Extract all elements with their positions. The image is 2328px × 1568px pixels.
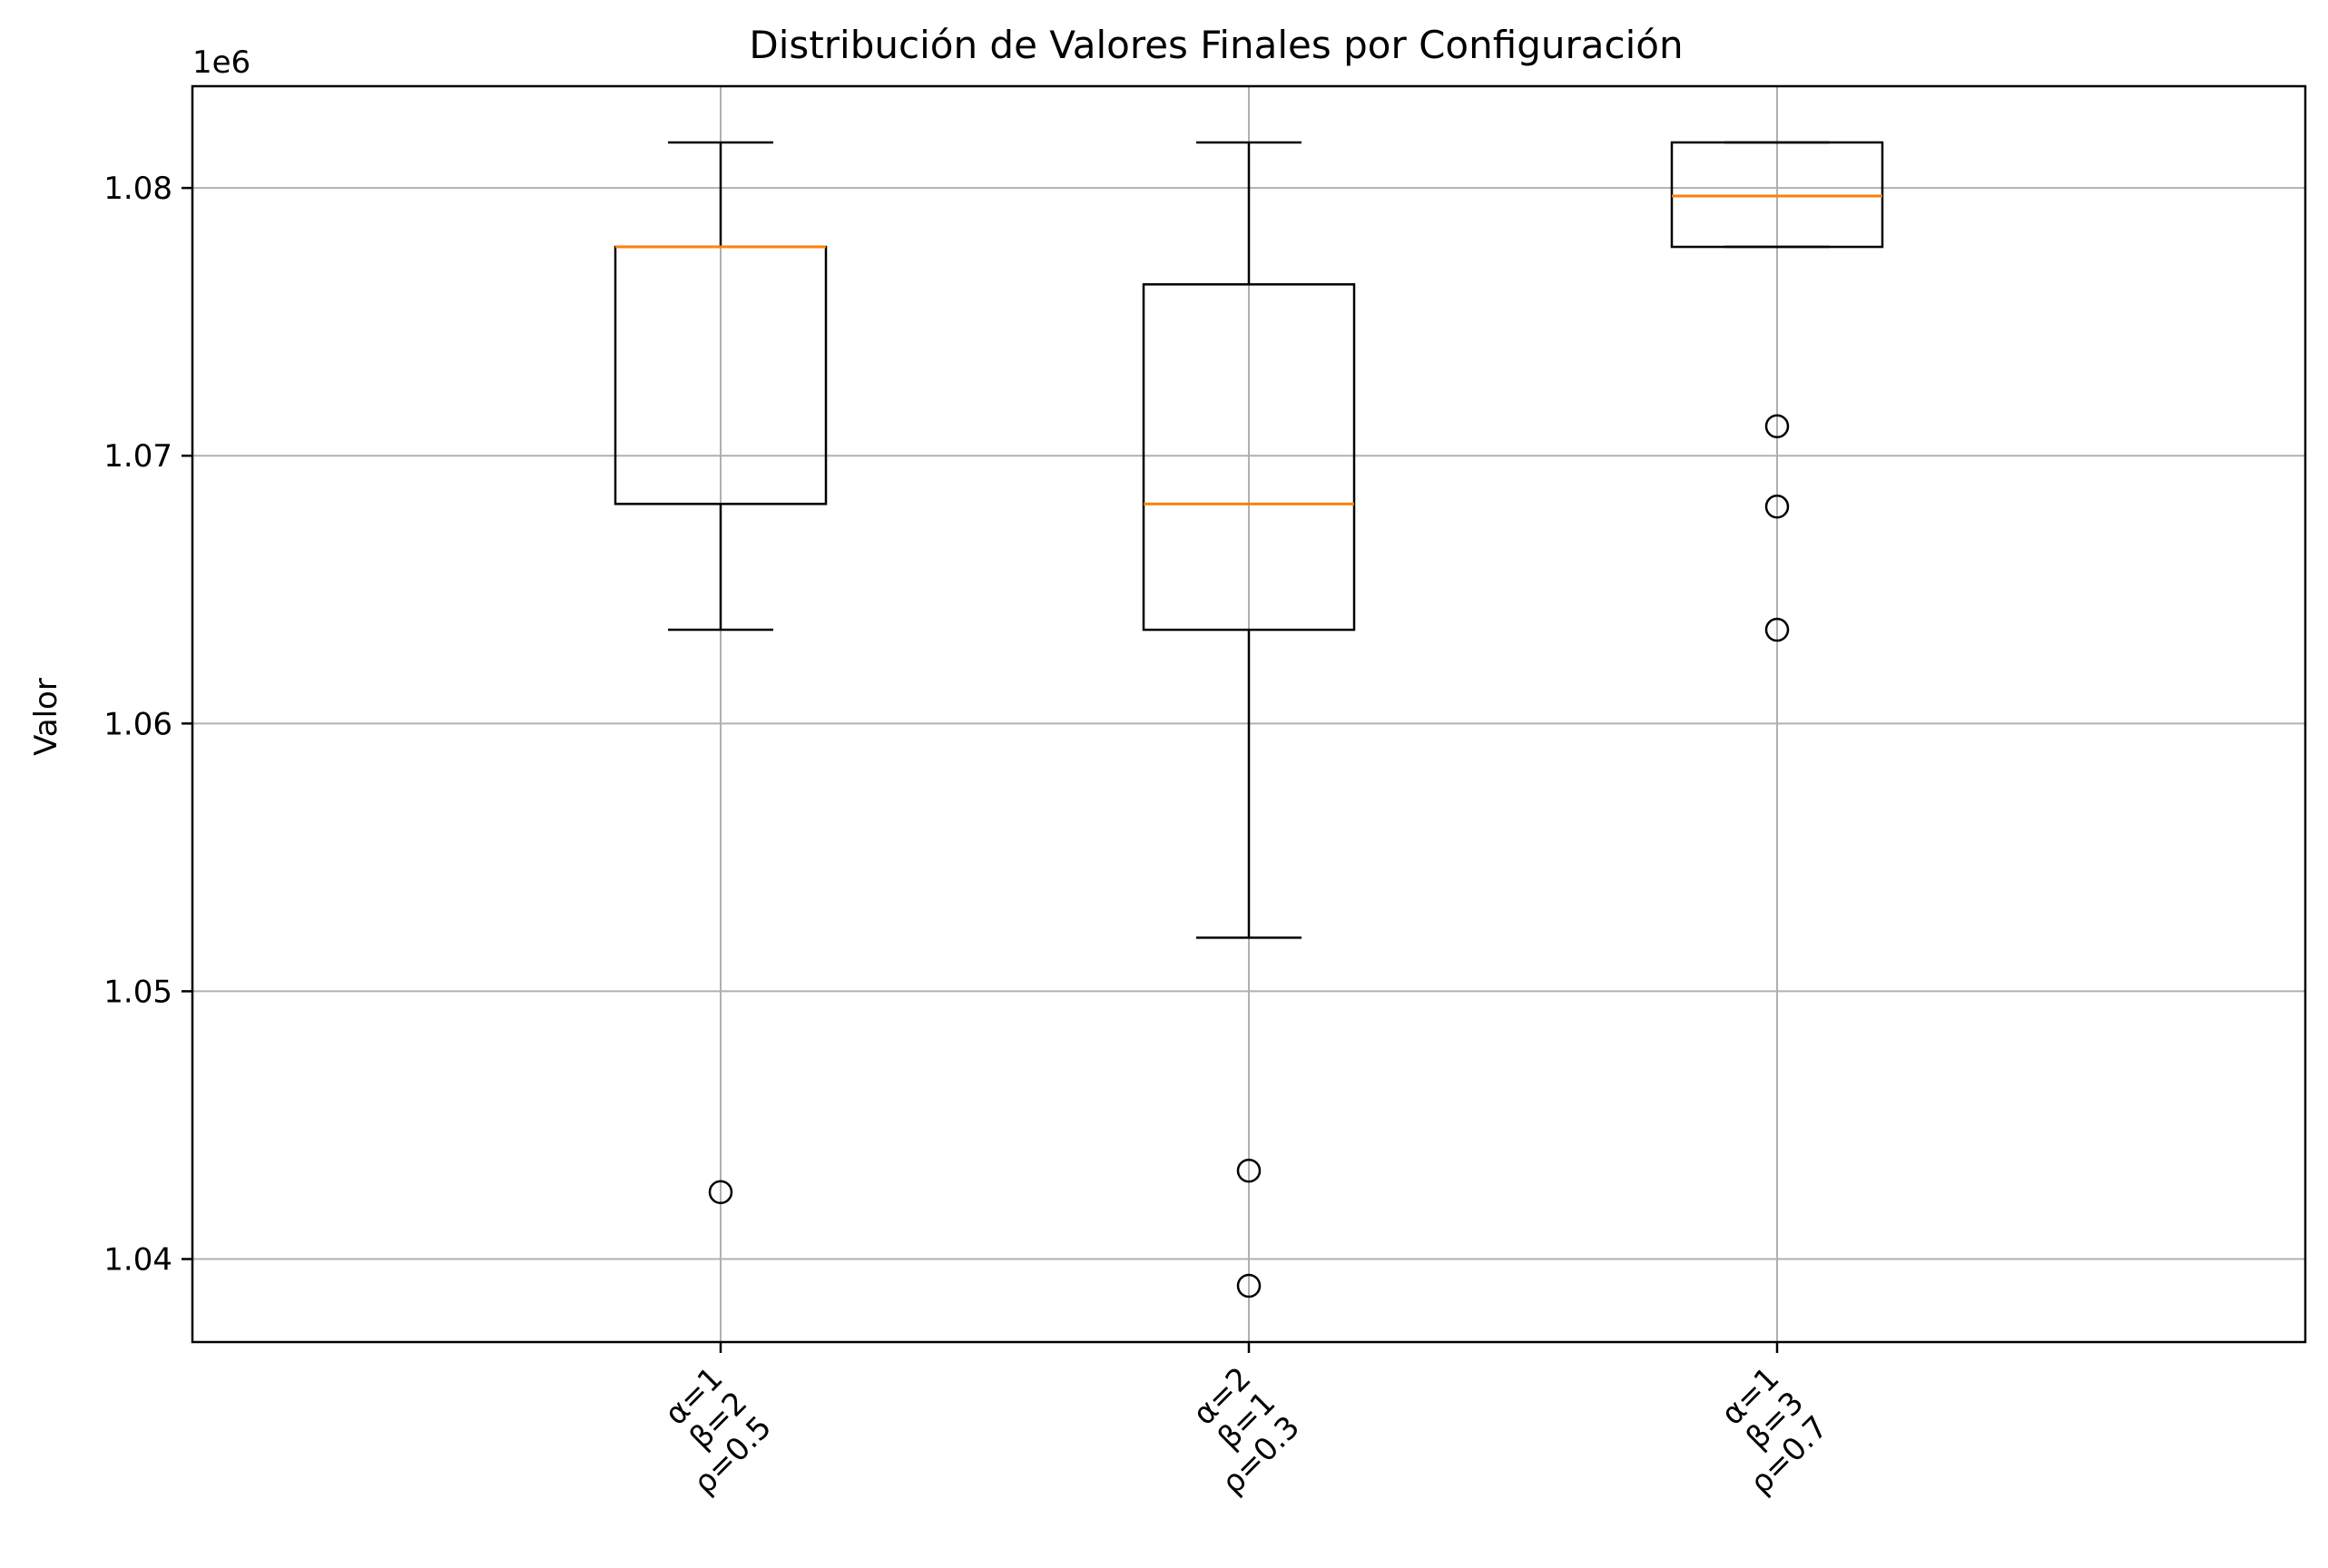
boxplots xyxy=(614,141,1884,1298)
outlier-point xyxy=(1236,1158,1262,1183)
chart-title: Distribución de Valores Finales por Conf… xyxy=(749,23,1683,67)
x-axis-ticks: α=1β=2ρ=0.5 α=2β=1ρ=0.3 α=1β=3ρ=0.7 xyxy=(658,1342,1835,1502)
y-tick-label: 1.08 xyxy=(103,171,172,207)
y-axis-offset-label: 1e6 xyxy=(192,44,250,81)
outlier-point xyxy=(1764,414,1790,439)
x-tick-label-group: α=2β=1ρ=0.3 xyxy=(1186,1360,1307,1502)
y-tick-label: 1.07 xyxy=(103,438,172,475)
y-tick-label: 1.04 xyxy=(103,1242,172,1279)
y-axis-ticks: 1.04 1.05 1.06 1.07 1.08 xyxy=(103,171,192,1279)
outlier-point xyxy=(1764,495,1790,519)
y-tick-label: 1.05 xyxy=(103,974,172,1010)
outlier-point xyxy=(1764,617,1790,642)
x-tick-label-group: α=1β=3ρ=0.7 xyxy=(1714,1360,1835,1502)
box-group xyxy=(1670,141,1884,642)
y-tick-label: 1.06 xyxy=(103,706,172,742)
outlier-point xyxy=(708,1180,733,1204)
outlier-point xyxy=(1236,1273,1262,1298)
x-tick-label-group: α=1β=2ρ=0.5 xyxy=(658,1360,779,1502)
box-group xyxy=(1142,141,1356,1298)
box-group xyxy=(614,141,828,1204)
y-axis-label: Valor xyxy=(28,678,64,756)
iqr-box xyxy=(1142,283,1356,632)
